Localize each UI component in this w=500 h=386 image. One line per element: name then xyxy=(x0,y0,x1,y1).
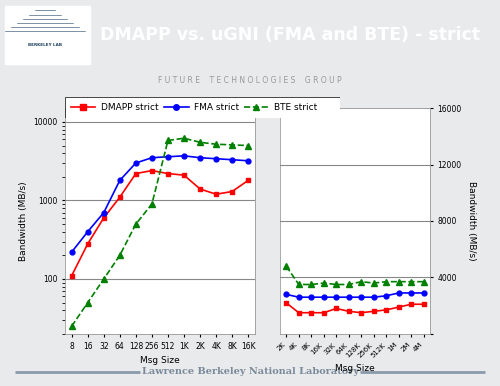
Text: DMAPP vs. uGNI (FMA and BTE) - strict: DMAPP vs. uGNI (FMA and BTE) - strict xyxy=(100,26,480,44)
Y-axis label: Bandwidth (MB/s): Bandwidth (MB/s) xyxy=(467,181,476,261)
Text: DMAPP strict: DMAPP strict xyxy=(101,103,158,112)
Y-axis label: Bandwidth (MB/s): Bandwidth (MB/s) xyxy=(18,181,28,261)
Text: BERKELEY LAB: BERKELEY LAB xyxy=(28,43,62,47)
X-axis label: Msg Size: Msg Size xyxy=(140,356,180,365)
X-axis label: Msg Size: Msg Size xyxy=(335,364,375,373)
Text: BTE strict: BTE strict xyxy=(274,103,318,112)
FancyBboxPatch shape xyxy=(65,96,340,118)
Text: FMA strict: FMA strict xyxy=(194,103,240,112)
Text: F U T U R E    T E C H N O L O G I E S    G R O U P: F U T U R E T E C H N O L O G I E S G R … xyxy=(158,76,342,85)
Text: Lawrence Berkeley National Laboratory: Lawrence Berkeley National Laboratory xyxy=(142,367,358,376)
FancyBboxPatch shape xyxy=(5,5,90,64)
